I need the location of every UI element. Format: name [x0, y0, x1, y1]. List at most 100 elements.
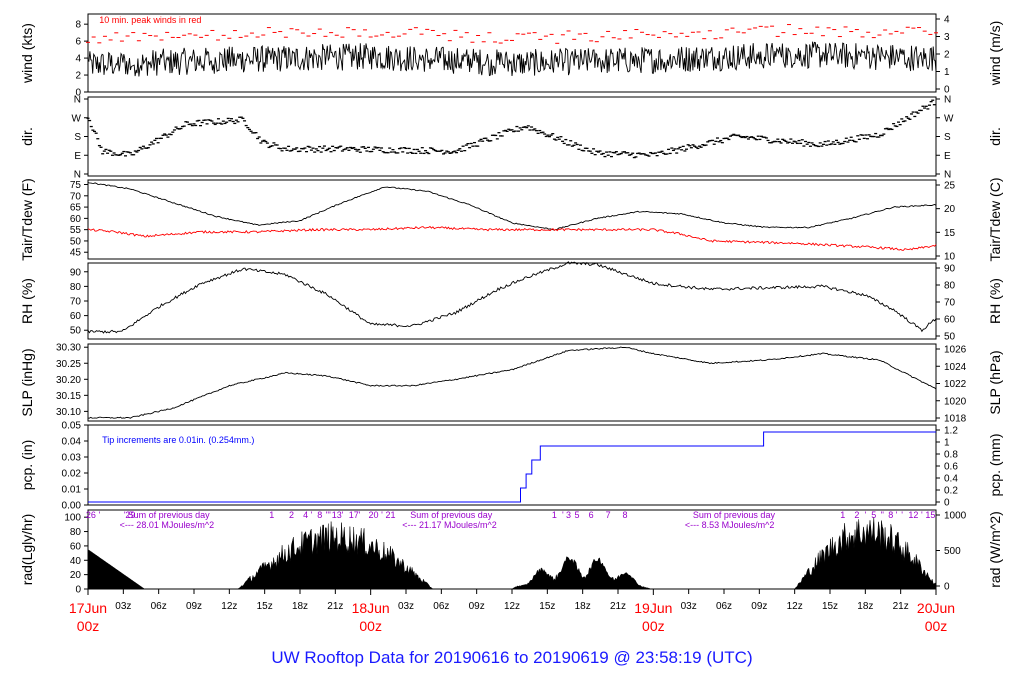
- ylabel-right-slp: SLP (hPa): [987, 350, 1003, 414]
- ytick-label-right-rh: 80: [944, 281, 956, 292]
- xtick-label: 03z: [398, 601, 414, 612]
- panel-frame-pcp: [87, 424, 937, 506]
- rad-time-marker: ': [864, 510, 866, 520]
- ytick-label-right-slp: 1026: [944, 345, 967, 356]
- xtick-label: 09z: [469, 601, 485, 612]
- ytick-label-left-wind: 4: [75, 54, 81, 65]
- ytick-label-left-rad: 80: [70, 527, 82, 538]
- ylabel-right-dir: dir.: [987, 127, 1003, 146]
- ytick-label-right-pcp: 0.6: [944, 462, 958, 473]
- rad-time-marker: ': [310, 510, 312, 520]
- ytick-label-left-slp: 30.20: [56, 375, 81, 386]
- ytick-label-left-rad: 20: [70, 570, 82, 581]
- ylabel-right-rh: RH (%): [987, 278, 1003, 324]
- ylabel-right-pcp: pcp. (mm): [987, 434, 1003, 497]
- rad-time-marker: 4: [303, 510, 308, 520]
- temp-series-dew: [87, 225, 937, 251]
- ytick-label-left-rh: 60: [70, 311, 82, 322]
- ytick-label-right-wind: 0: [944, 85, 950, 96]
- ylabel-right-rad: rad (W/m^2): [987, 511, 1003, 588]
- ytick-label-left-temp: 75: [70, 180, 82, 191]
- ytick-label-right-pcp: 0.8: [944, 450, 958, 461]
- xtick-label: 12z: [504, 601, 520, 612]
- ytick-label-left-wind: 0: [75, 88, 81, 99]
- ytick-label-right-pcp: 0.2: [944, 486, 958, 497]
- ytick-label-right-dir: N: [944, 170, 951, 181]
- ytick-label-left-temp: 65: [70, 203, 82, 214]
- ytick-label-left-temp: 50: [70, 236, 82, 247]
- ylabel-left-temp: Tair/Tdew (F): [19, 178, 35, 260]
- ytick-label-left-temp: 55: [70, 225, 82, 236]
- ytick-label-left-slp: 30.10: [56, 407, 81, 418]
- chart-title: UW Rooftop Data for 20190616 to 20190619…: [271, 648, 753, 667]
- ylabel-left-slp: SLP (inHg): [19, 348, 35, 416]
- rad-time-marker: ': [921, 510, 923, 520]
- ytick-label-left-temp: 70: [70, 191, 82, 202]
- rad-time-marker: 8: [623, 510, 628, 520]
- ylabel-left-rad: rad(Lgly/hr): [19, 514, 35, 586]
- xtick-label: 12z: [221, 601, 237, 612]
- ytick-label-left-dir: N: [74, 95, 81, 106]
- ytick-label-right-pcp: 1: [944, 438, 950, 449]
- ytick-label-right-dir: S: [944, 132, 951, 143]
- panel-frame-wind: [87, 13, 937, 93]
- ytick-label-right-rad: 1000: [944, 511, 967, 522]
- panel-frame-temp: [87, 179, 937, 260]
- ytick-label-right-slp: 1024: [944, 362, 967, 373]
- rad-sum-value: <--- 21.17 MJoules/m^2: [402, 520, 497, 530]
- ytick-label-right-dir: E: [944, 151, 951, 162]
- ytick-label-left-rad: 0: [75, 585, 81, 596]
- rad-time-marker: 13: [332, 510, 342, 520]
- xtick-label: 12z: [787, 601, 803, 612]
- rad-area: [87, 517, 937, 590]
- ylabel-left-wind: wind (kts): [19, 23, 35, 84]
- ytick-label-right-rh: 70: [944, 298, 956, 309]
- ytick-label-left-rh: 80: [70, 282, 82, 293]
- ytick-label-right-temp: 10: [944, 252, 956, 263]
- ytick-label-right-slp: 1022: [944, 379, 967, 390]
- rad-time-marker: 12: [908, 510, 918, 520]
- xtick-label: 21z: [327, 601, 343, 612]
- panel-frame-slp: [87, 343, 937, 422]
- x-day-hour-label: 00z: [77, 618, 100, 634]
- rad-time-marker: ''': [326, 510, 331, 520]
- ytick-label-right-pcp: 0.4: [944, 474, 958, 485]
- ytick-label-right-dir: W: [944, 113, 954, 124]
- rad-time-marker: 21: [385, 510, 395, 520]
- rh-series: [87, 261, 937, 334]
- rad-time-marker: 2: [854, 510, 859, 520]
- rad-time-marker: 3: [566, 510, 571, 520]
- rad-sum-label: Sum of previous day: [693, 510, 776, 520]
- ytick-label-left-wind: 6: [75, 37, 81, 48]
- ytick-label-left-dir: W: [72, 113, 82, 124]
- xtick-label: 15z: [822, 601, 838, 612]
- rad-time-marker: ': [901, 510, 903, 520]
- ytick-label-right-wind: 4: [944, 15, 950, 26]
- wind-annotation: 10 min. peak winds in red: [99, 15, 201, 25]
- rad-time-marker: 29: [125, 510, 135, 520]
- ytick-label-left-rh: 50: [70, 326, 82, 337]
- rad-sum-label: Sum of previous day: [128, 510, 211, 520]
- ytick-label-right-temp: 15: [944, 228, 956, 239]
- rad-time-marker: 8: [888, 510, 893, 520]
- rad-time-marker: 20: [368, 510, 378, 520]
- rad-time-marker: 8: [317, 510, 322, 520]
- rad-time-marker: 6: [589, 510, 594, 520]
- xtick-label: 15z: [539, 601, 555, 612]
- ytick-label-right-rad: 500: [944, 546, 961, 557]
- ytick-label-left-pcp: 0.03: [62, 453, 82, 464]
- rad-time-marker: ': [381, 510, 383, 520]
- ytick-label-right-pcp: 0: [944, 498, 950, 509]
- x-day-hour-label: 00z: [359, 618, 382, 634]
- rad-time-marker: 5: [871, 510, 876, 520]
- ytick-label-right-wind: 3: [944, 32, 950, 43]
- ytick-label-left-pcp: 0.04: [62, 437, 82, 448]
- ytick-label-right-rh: 50: [944, 332, 956, 343]
- rad-time-marker: ': [342, 510, 344, 520]
- ytick-label-right-temp: 25: [944, 181, 956, 192]
- rad-time-marker: 17: [349, 510, 359, 520]
- xtick-label: 09z: [186, 601, 202, 612]
- xtick-label: 21z: [610, 601, 626, 612]
- xtick-label: 15z: [257, 601, 273, 612]
